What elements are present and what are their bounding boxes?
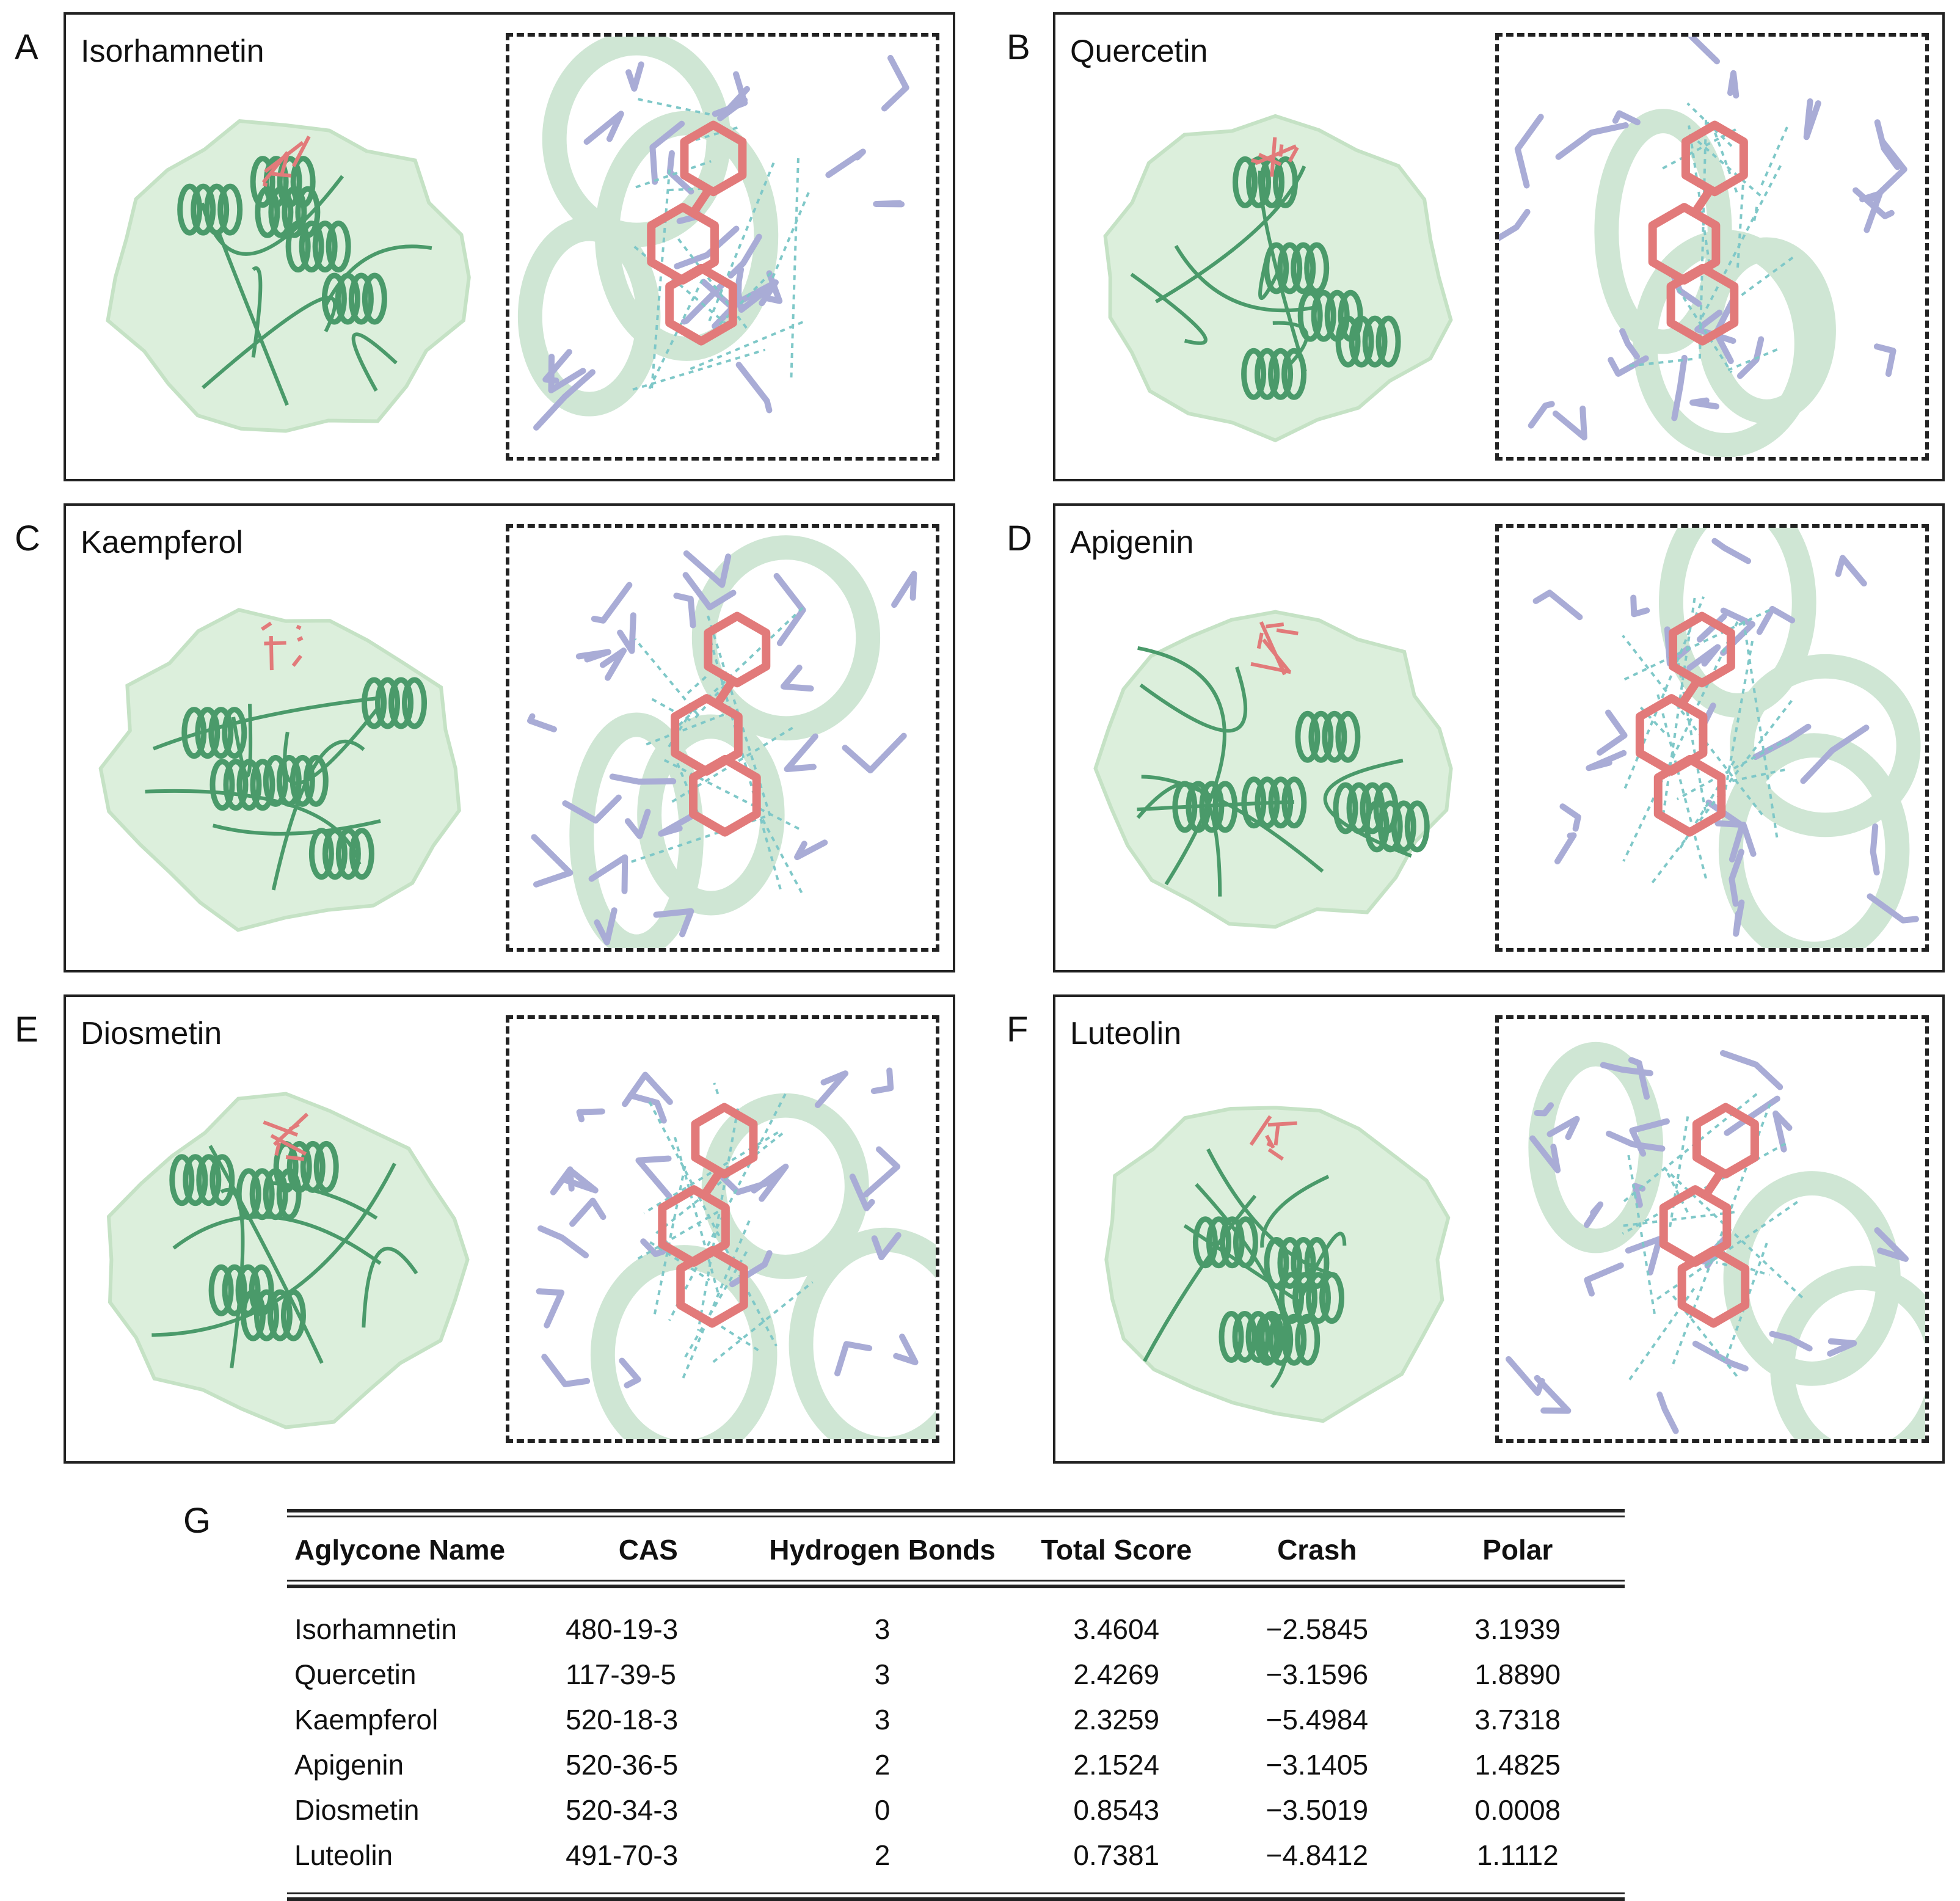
cell-aglycone-name: Apigenin [294, 1749, 404, 1781]
protein-overview-image [78, 585, 494, 958]
table-header-rule [287, 1580, 1625, 1588]
cell-total-score: 2.3259 [1073, 1704, 1160, 1735]
header-total-score: Total Score [1041, 1534, 1192, 1566]
cell-aglycone-name: Isorhamnetin [294, 1613, 457, 1645]
cell-hydrogen-bonds: 3 [874, 1658, 891, 1690]
panel-letter-g: G [183, 1501, 211, 1541]
panel-letter-e: E [15, 1010, 38, 1049]
protein-surface-icon [1103, 114, 1453, 443]
cell-crash: −2.5845 [1266, 1613, 1369, 1645]
binding-site-closeup [1495, 524, 1929, 952]
cell-aglycone-name: Kaempferol [294, 1704, 439, 1735]
panel-letter-b: B [1007, 27, 1030, 67]
cell-hydrogen-bonds: 0 [874, 1794, 891, 1826]
cell-cas: 480-19-3 [566, 1613, 679, 1645]
table-top-rule [287, 1509, 1625, 1517]
panel-title: Quercetin [1070, 34, 1208, 69]
header-polar: Polar [1482, 1534, 1553, 1566]
binding-site-icon [527, 535, 917, 948]
cell-crash: −3.5019 [1266, 1794, 1369, 1826]
cell-total-score: 2.1524 [1073, 1749, 1160, 1781]
protein-surface-icon [1093, 610, 1453, 929]
panel-title: Diosmetin [81, 1016, 222, 1051]
panel-title: Kaempferol [81, 525, 243, 560]
header-hydrogen-bonds: Hydrogen Bonds [769, 1534, 996, 1566]
panel-letter-c: C [15, 519, 40, 558]
binding-site-closeup [1495, 1015, 1929, 1443]
table-row: Diosmetin 520-34-3 0 0.8543 −3.5019 0.00… [287, 1787, 1625, 1833]
cell-hydrogen-bonds: 2 [874, 1839, 891, 1871]
table-header-row: Aglycone Name CAS Hydrogen Bonds Total S… [287, 1517, 1625, 1580]
table-row: Kaempferol 520-18-3 3 2.3259 −5.4984 3.7… [287, 1697, 1625, 1742]
cell-cas: 520-36-5 [566, 1749, 679, 1781]
cell-cas: 520-34-3 [566, 1794, 679, 1826]
table-row: Apigenin 520-36-5 2 2.1524 −3.1405 1.482… [287, 1742, 1625, 1787]
binding-site-closeup [506, 1015, 939, 1443]
cell-cas: 520-18-3 [566, 1704, 679, 1735]
panel-letter-f: F [1007, 1010, 1029, 1049]
protein-surface-icon [106, 1092, 470, 1429]
binding-site-icon [1505, 1042, 1925, 1439]
binding-site-icon [1532, 528, 1921, 948]
table-row: Isorhamnetin 480-19-3 3 3.4604 −2.5845 3… [287, 1588, 1625, 1652]
header-cas: CAS [618, 1534, 678, 1566]
binding-site-closeup [1495, 33, 1929, 461]
docking-panel-d: Apigenin [1053, 503, 1945, 972]
cell-total-score: 3.4604 [1073, 1613, 1160, 1645]
table-row: Luteolin 491-70-3 2 0.7381 −4.8412 1.111… [287, 1833, 1625, 1878]
protein-overview-image [1068, 94, 1483, 467]
cell-aglycone-name: Quercetin [294, 1658, 417, 1690]
panel-title: Luteolin [1070, 1016, 1182, 1051]
docking-panel-e: Diosmetin [64, 994, 955, 1464]
cell-aglycone-name: Luteolin [294, 1839, 393, 1871]
cell-polar: 3.7318 [1474, 1704, 1561, 1735]
protein-surface-icon [1104, 1106, 1451, 1423]
cell-polar: 1.1112 [1476, 1839, 1559, 1871]
header-crash: Crash [1277, 1534, 1357, 1566]
binding-site-icon [1499, 37, 1907, 457]
cell-crash: −4.8412 [1266, 1839, 1369, 1871]
binding-site-icon [517, 37, 909, 431]
cell-hydrogen-bonds: 3 [874, 1613, 891, 1645]
protein-overview-image [1068, 585, 1483, 958]
protein-overview-image [78, 94, 494, 467]
cell-crash: −3.1405 [1266, 1749, 1369, 1781]
panel-title: Isorhamnetin [81, 34, 264, 69]
cell-aglycone-name: Diosmetin [294, 1794, 420, 1826]
cell-hydrogen-bonds: 2 [874, 1749, 891, 1781]
docking-panel-b: Quercetin [1053, 12, 1945, 481]
protein-surface-icon [98, 608, 461, 932]
docking-panel-f: Luteolin [1053, 994, 1945, 1464]
table-row: Quercetin 117-39-5 3 2.4269 −3.1596 1.88… [287, 1652, 1625, 1697]
cell-polar: 3.1939 [1474, 1613, 1561, 1645]
cell-total-score: 0.8543 [1073, 1794, 1160, 1826]
cell-total-score: 0.7381 [1073, 1839, 1160, 1871]
binding-site-closeup [506, 524, 939, 952]
table-bottom-rule [287, 1892, 1625, 1901]
cell-crash: −3.1596 [1266, 1658, 1369, 1690]
panel-letter-d: D [1007, 519, 1032, 558]
cell-hydrogen-bonds: 3 [874, 1704, 891, 1735]
protein-overview-image [1068, 1076, 1483, 1449]
protein-overview-image [78, 1076, 494, 1449]
binding-site-closeup [506, 33, 939, 461]
cell-polar: 0.0008 [1474, 1794, 1561, 1826]
cell-polar: 1.4825 [1474, 1749, 1561, 1781]
docking-panel-c: Kaempferol [64, 503, 955, 972]
binding-site-icon [536, 1067, 936, 1439]
panel-letter-a: A [15, 27, 38, 67]
cell-cas: 117-39-5 [566, 1658, 676, 1690]
header-aglycone-name: Aglycone Name [294, 1534, 506, 1566]
cell-polar: 1.8890 [1474, 1658, 1561, 1690]
protein-surface-icon [106, 119, 471, 433]
docking-panel-a: Isorhamnetin [64, 12, 955, 481]
panel-title: Apigenin [1070, 525, 1194, 560]
docking-score-table: Aglycone Name CAS Hydrogen Bonds Total S… [287, 1509, 1625, 1901]
cell-total-score: 2.4269 [1073, 1658, 1160, 1690]
score-table: Aglycone Name CAS Hydrogen Bonds Total S… [287, 1517, 1625, 1878]
cell-cas: 491-70-3 [566, 1839, 679, 1871]
cell-crash: −5.4984 [1266, 1704, 1369, 1735]
